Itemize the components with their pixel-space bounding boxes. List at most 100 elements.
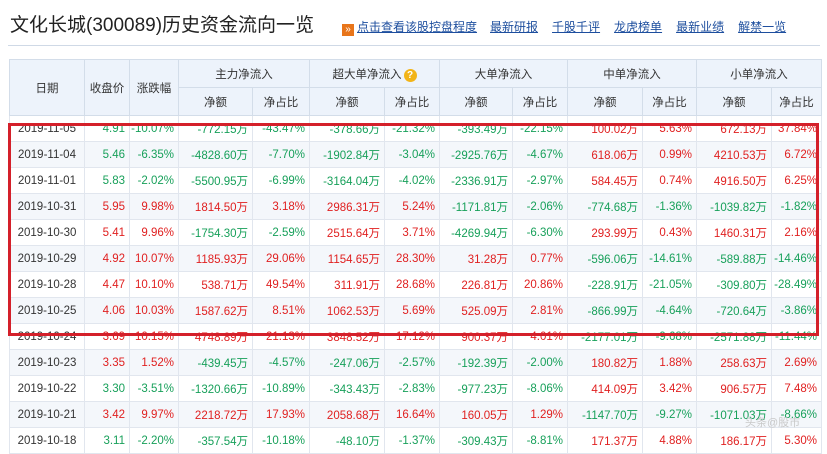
cell-super-net: -3164.04万 bbox=[309, 167, 385, 194]
control-degree-link-label: 点击查看该股控盘程度 bbox=[357, 20, 478, 34]
cell-super-ratio: 3.71% bbox=[384, 219, 440, 246]
col-large-ratio[interactable]: 净占比 bbox=[512, 87, 568, 116]
table-row[interactable]: 2019-11-01 5.83 -2.02% -5500.95万 -6.99% -3164… bbox=[9, 167, 822, 194]
cell-main-net: -439.45万 bbox=[178, 349, 253, 376]
cell-date: 2019-10-30 bbox=[9, 219, 85, 246]
page-header: 文化长城(300089)历史资金流向一览 » 点击查看该股控盘程度 最新研报 千股… bbox=[0, 0, 827, 50]
cell-change: 10.10% bbox=[129, 271, 179, 298]
cell-main-net: 1814.50万 bbox=[178, 193, 253, 220]
table-row[interactable]: 2019-10-29 4.92 10.07% 1185.93万 29.06% 1154.6… bbox=[9, 245, 822, 272]
col-medium-net[interactable]: 净额 bbox=[567, 87, 643, 116]
research-link[interactable]: 最新研报 bbox=[490, 20, 539, 34]
cell-super-net: -1902.84万 bbox=[309, 141, 385, 168]
cell-medium-net: -774.68万 bbox=[567, 193, 643, 220]
cell-close: 4.47 bbox=[84, 271, 130, 298]
cell-change: -3.51% bbox=[129, 375, 179, 402]
cell-main-ratio: 17.93% bbox=[252, 401, 310, 428]
cell-large-net: -393.49万 bbox=[439, 115, 513, 142]
col-super-ratio[interactable]: 净占比 bbox=[384, 87, 440, 116]
cell-date: 2019-11-05 bbox=[9, 115, 85, 142]
fund-flow-table: 日期 收盘价 涨跌幅 主力净流入 超大单净流入? 大单净流入 中单净流入 小单净… bbox=[9, 59, 822, 454]
cell-small-ratio: 37.84% bbox=[771, 115, 822, 142]
table-row[interactable]: 2019-10-24 3.69 10.15% 4748.89万 21.13% 3848.5… bbox=[9, 323, 822, 350]
cell-main-ratio: -10.18% bbox=[252, 427, 310, 454]
col-large: 大单净流入 bbox=[439, 59, 568, 88]
cell-super-net: -48.10万 bbox=[309, 427, 385, 454]
cell-main-ratio: -2.59% bbox=[252, 219, 310, 246]
table-row[interactable]: 2019-10-31 5.95 9.98% 1814.50万 3.18% 2986.31万… bbox=[9, 193, 822, 220]
cell-change: 10.03% bbox=[129, 297, 179, 324]
cell-large-net: 226.81万 bbox=[439, 271, 513, 298]
quick-links: » 点击查看该股控盘程度 最新研报 千股千评 龙虎榜单 最新业绩 解禁一览 bbox=[342, 18, 800, 36]
page-title: 文化长城(300089)历史资金流向一览 bbox=[10, 15, 315, 36]
cell-date: 2019-11-01 bbox=[9, 167, 85, 194]
col-change[interactable]: 涨跌幅 bbox=[129, 59, 179, 116]
table-row[interactable]: 2019-10-30 5.41 9.96% -1754.30万 -2.59% 2515.6… bbox=[9, 219, 822, 246]
cell-main-net: -4828.60万 bbox=[178, 141, 253, 168]
table-row[interactable]: 2019-11-04 5.46 -6.35% -4828.60万 -7.70% -1902… bbox=[9, 141, 822, 168]
cell-medium-ratio: 0.43% bbox=[642, 219, 697, 246]
cell-main-net: 1185.93万 bbox=[178, 245, 253, 272]
table-row[interactable]: 2019-10-22 3.30 -3.51% -1320.66万 -10.89% -343… bbox=[9, 375, 822, 402]
cell-super-ratio: -2.57% bbox=[384, 349, 440, 376]
cell-small-net: 906.57万 bbox=[696, 375, 772, 402]
cell-medium-net: 171.37万 bbox=[567, 427, 643, 454]
header-divider bbox=[8, 45, 820, 46]
col-super-net[interactable]: 净额 bbox=[309, 87, 385, 116]
cell-super-ratio: -21.32% bbox=[384, 115, 440, 142]
cell-medium-net: -2177.01万 bbox=[567, 323, 643, 350]
cell-medium-ratio: 0.74% bbox=[642, 167, 697, 194]
cell-small-net: 672.13万 bbox=[696, 115, 772, 142]
dragon-tiger-link[interactable]: 龙虎榜单 bbox=[614, 20, 663, 34]
table-row[interactable]: 2019-10-25 4.06 10.03% 1587.62万 8.51% 1062.53… bbox=[9, 297, 822, 324]
table-row[interactable]: 2019-11-05 4.91 -10.07% -772.15万 -43.47% -378… bbox=[9, 115, 822, 142]
cell-super-ratio: 16.64% bbox=[384, 401, 440, 428]
cell-main-net: 2218.72万 bbox=[178, 401, 253, 428]
col-medium: 中单净流入 bbox=[567, 59, 697, 88]
cell-date: 2019-10-28 bbox=[9, 271, 85, 298]
cell-large-net: -977.23万 bbox=[439, 375, 513, 402]
cell-large-net: -1171.81万 bbox=[439, 193, 513, 220]
cell-large-ratio: -2.06% bbox=[512, 193, 568, 220]
cell-super-net: -343.43万 bbox=[309, 375, 385, 402]
cell-small-net: -1071.03万 bbox=[696, 401, 772, 428]
cell-medium-net: 618.06万 bbox=[567, 141, 643, 168]
col-small-net[interactable]: 净额 bbox=[696, 87, 772, 116]
cell-small-net: -1039.82万 bbox=[696, 193, 772, 220]
cell-main-net: 4748.89万 bbox=[178, 323, 253, 350]
cell-main-ratio: 8.51% bbox=[252, 297, 310, 324]
unlock-link[interactable]: 解禁一览 bbox=[738, 20, 787, 34]
cell-close: 3.11 bbox=[84, 427, 130, 454]
cell-small-ratio: 5.30% bbox=[771, 427, 822, 454]
cell-large-ratio: -8.81% bbox=[512, 427, 568, 454]
col-main-ratio[interactable]: 净占比 bbox=[252, 87, 310, 116]
earnings-link[interactable]: 最新业绩 bbox=[676, 20, 725, 34]
table-row[interactable]: 2019-10-18 3.11 -2.20% -357.54万 -10.18% -48.1… bbox=[9, 427, 822, 454]
control-degree-link[interactable]: » 点击查看该股控盘程度 bbox=[342, 18, 477, 36]
cell-large-net: -2336.91万 bbox=[439, 167, 513, 194]
col-small-ratio[interactable]: 净占比 bbox=[771, 87, 822, 116]
cell-large-ratio: -2.97% bbox=[512, 167, 568, 194]
cell-close: 5.95 bbox=[84, 193, 130, 220]
cell-super-net: 2058.68万 bbox=[309, 401, 385, 428]
cell-small-net: 1460.31万 bbox=[696, 219, 772, 246]
col-large-net[interactable]: 净额 bbox=[439, 87, 513, 116]
stock-review-link[interactable]: 千股千评 bbox=[552, 20, 601, 34]
table-row[interactable]: 2019-10-21 3.42 9.97% 2218.72万 17.93% 2058.68… bbox=[9, 401, 822, 428]
col-medium-ratio[interactable]: 净占比 bbox=[642, 87, 697, 116]
col-date[interactable]: 日期 bbox=[9, 59, 85, 116]
cell-super-ratio: -1.37% bbox=[384, 427, 440, 454]
cell-main-net: -357.54万 bbox=[178, 427, 253, 454]
col-main-net[interactable]: 净额 bbox=[178, 87, 253, 116]
col-close[interactable]: 收盘价 bbox=[84, 59, 130, 116]
cell-small-net: -589.88万 bbox=[696, 245, 772, 272]
help-icon[interactable]: ? bbox=[403, 68, 417, 82]
cell-small-ratio: -1.82% bbox=[771, 193, 822, 220]
table-row[interactable]: 2019-10-28 4.47 10.10% 538.71万 49.54% 311.91万… bbox=[9, 271, 822, 298]
cell-medium-ratio: -9.27% bbox=[642, 401, 697, 428]
cell-main-net: -1754.30万 bbox=[178, 219, 253, 246]
cell-medium-net: 584.45万 bbox=[567, 167, 643, 194]
cell-large-net: 900.37万 bbox=[439, 323, 513, 350]
cell-medium-ratio: 1.88% bbox=[642, 349, 697, 376]
table-row[interactable]: 2019-10-23 3.35 1.52% -439.45万 -4.57% -247.06… bbox=[9, 349, 822, 376]
